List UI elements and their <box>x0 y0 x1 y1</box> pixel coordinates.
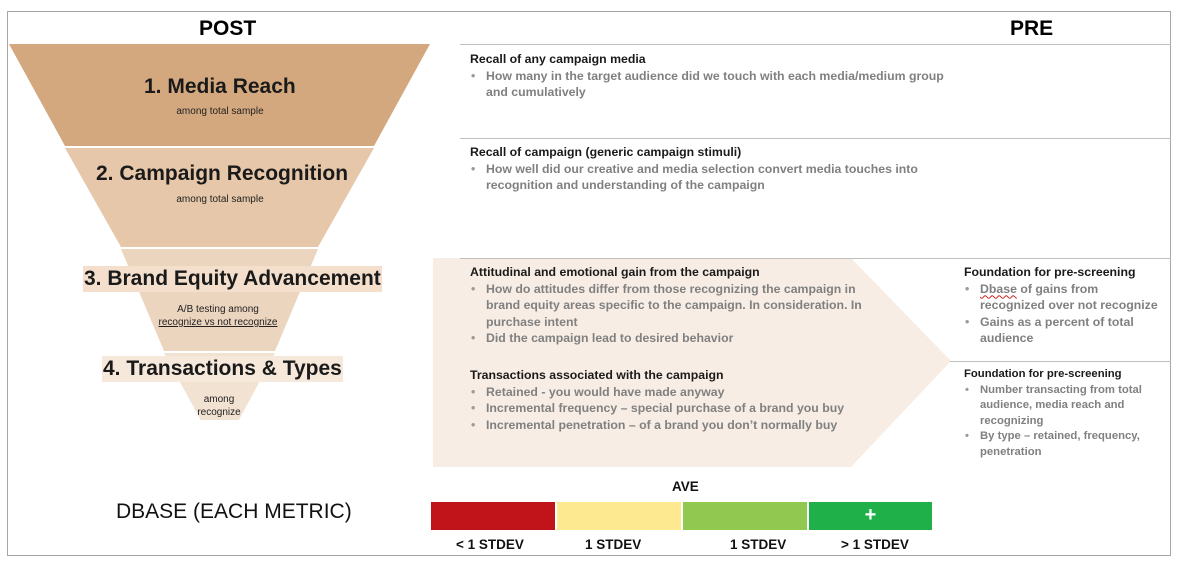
description-4-head: Transactions associated with the campaig… <box>470 368 724 382</box>
pre-box-2-bullet-1: Number transacting from total audience, … <box>964 383 1164 430</box>
pre-box-transactions: Foundation for pre-screening Number tran… <box>964 367 1164 460</box>
row-divider-top <box>460 44 1171 45</box>
stage-2-title: 2. Campaign Recognition <box>96 162 349 185</box>
pre-box-2-bullet-2: By type – retained, frequency, penetrati… <box>964 429 1164 460</box>
description-2-bullet-1: How well did our creative and media sele… <box>470 161 950 194</box>
description-3-bullet-2: Did the campaign lead to desired behavio… <box>470 330 865 347</box>
row-divider-3 <box>950 361 1171 362</box>
pre-box-1-bullet-1: Dbase of gains from recognized over not … <box>964 281 1164 314</box>
funnel-graphic <box>9 44 430 420</box>
pre-box-1-head: Foundation for pre-screening <box>964 265 1136 279</box>
funnel-stage-1 <box>9 44 430 146</box>
funnel-stage-3 <box>121 249 318 351</box>
stage-3-title: 3. Brand Equity Advancement <box>83 266 382 292</box>
scale-lightgreen-segment <box>683 502 807 530</box>
description-1-head: Recall of any campaign media <box>470 52 646 66</box>
funnel-stage-2 <box>65 148 374 247</box>
pre-box-1-bullet-2: Gains as a percent of total audience <box>964 314 1164 347</box>
stage-3-subtitle-line2: recognize vs not recognize <box>158 317 278 328</box>
description-4-bullet-2: Incremental frequency – special purchase… <box>470 400 890 417</box>
scale-label-above: > 1 STDEV <box>841 537 909 552</box>
ave-label: AVE <box>672 479 699 494</box>
description-3-head: Attitudinal and emotional gain from the … <box>470 265 760 279</box>
pre-box-1-bullet-1-rest: of gains from recognized over not recogn… <box>980 281 1158 313</box>
description-4-bullet-3: Incremental penetration – of a brand you… <box>470 417 890 434</box>
description-2-head: Recall of campaign (generic campaign sti… <box>470 145 742 159</box>
description-brand-equity: Attitudinal and emotional gain from the … <box>470 264 865 347</box>
stage-4-title: 4. Transactions & Types <box>102 356 343 382</box>
stage-1-subtitle: among total sample <box>176 106 264 117</box>
scale-label-below: < 1 STDEV <box>456 537 524 552</box>
description-4-bullet-1: Retained - you would have made anyway <box>470 384 890 401</box>
post-header: POST <box>199 17 257 40</box>
row-divider-1 <box>460 138 1171 139</box>
slide-frame <box>7 11 1171 556</box>
stage-1-title: 1. Media Reach <box>144 75 296 98</box>
plus-icon: + <box>864 504 877 526</box>
pre-box-brand-equity: Foundation for pre-screening Dbase of ga… <box>964 264 1164 347</box>
description-transactions: Transactions associated with the campaig… <box>470 367 890 433</box>
scale-yellow-segment <box>557 502 681 530</box>
stage-3-subtitle-line1: A/B testing among <box>177 304 259 315</box>
description-1-bullet-1: How many in the target audience did we t… <box>470 68 950 101</box>
description-campaign-recognition: Recall of campaign (generic campaign sti… <box>470 144 950 194</box>
scale-label-low: 1 STDEV <box>585 537 642 552</box>
scale-red-segment <box>431 502 555 530</box>
pre-box-2-head: Foundation for pre-screening <box>964 368 1122 380</box>
dbase-label: DBASE (EACH METRIC) <box>116 500 352 523</box>
scale-green-segment: + <box>809 502 932 530</box>
description-media-reach: Recall of any campaign media How many in… <box>470 51 950 101</box>
scale-label-high: 1 STDEV <box>730 537 787 552</box>
stage-4-subtitle-line1: among <box>203 394 235 405</box>
row-divider-2 <box>460 258 1171 259</box>
pre-header: PRE <box>1010 17 1054 40</box>
description-3-bullet-1: How do attitudes differ from those recog… <box>470 281 865 331</box>
dbase-word: Dbase <box>980 281 1017 296</box>
stage-2-subtitle: among total sample <box>176 194 264 205</box>
stage-4-subtitle-line2: recognize <box>197 407 241 418</box>
